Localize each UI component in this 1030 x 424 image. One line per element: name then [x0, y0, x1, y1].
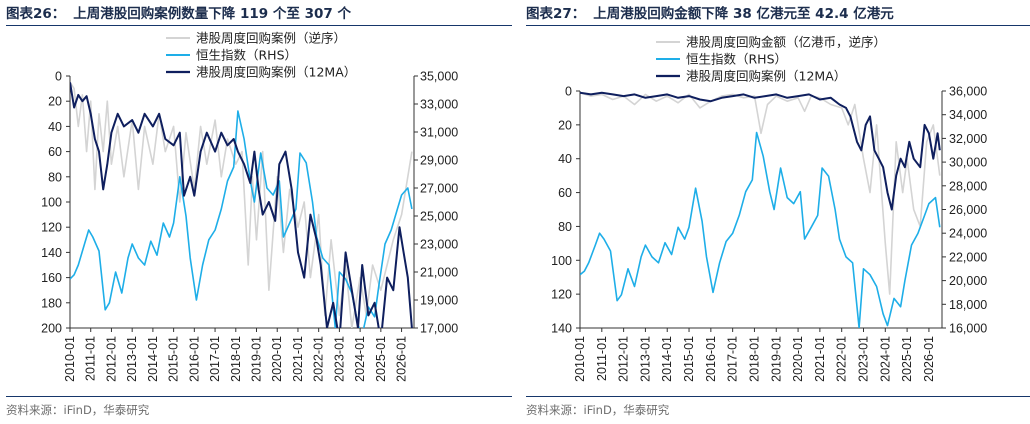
panel-repurchase-amount: 图表27： 上周港股回购金额下降 38 亿港元至 42.4 亿港元 0 20 40 60… [526, 0, 1030, 424]
y-right-tick-label: 23,000 [420, 238, 458, 252]
title-rule [526, 25, 1030, 26]
chart-title: 图表26： 上周港股回购案例数量下降 119 个至 307 个 [6, 6, 351, 22]
x-tick-label: 2022-01 [312, 336, 326, 382]
y-right-tick-label: 22,000 [949, 250, 987, 264]
series-line-3 [580, 91, 941, 211]
x-tick-label: 2012-01 [617, 336, 631, 382]
y-left-tick-label: 0 [565, 85, 572, 99]
legend-entry: 港股周度回购金额（亿港币，逆序） [686, 35, 886, 50]
y-left-tick-label: 20 [48, 95, 62, 109]
y-left-tick-label: 80 [558, 220, 572, 234]
x-tick-label: 2010-01 [573, 336, 587, 382]
series-line-3 [70, 82, 413, 328]
x-tick-label: 2023-01 [332, 336, 346, 382]
x-tick-label: 2013-01 [638, 336, 652, 382]
y-left-tick-label: 140 [551, 322, 572, 336]
y-left-tick-label: 60 [48, 145, 62, 159]
legend-entry: 恒生指数（RHS） [196, 48, 297, 63]
y-right-tick-label: 34,000 [949, 108, 987, 122]
x-tick-label: 2026-01 [395, 336, 409, 382]
legend-entry: 恒生指数（RHS） [686, 52, 787, 67]
x-tick-label: 2014-01 [146, 336, 160, 382]
x-tick-label: 2013-01 [125, 336, 139, 382]
series-line-2 [580, 131, 941, 328]
x-tick-label: 2018-01 [747, 336, 761, 382]
x-tick-label: 2025-01 [374, 336, 388, 382]
chart-title: 图表27： 上周港股回购金额下降 38 亿港元至 42.4 亿港元 [526, 6, 894, 22]
y-right-tick-label: 33,000 [420, 98, 458, 112]
source-note: 资料来源：iFinD，华泰研究 [526, 403, 670, 417]
x-tick-label: 2017-01 [208, 336, 222, 382]
y-left-tick-label: 20 [558, 118, 572, 132]
y-right-tick-label: 27,000 [420, 182, 458, 196]
y-right-tick-label: 19,000 [420, 294, 458, 308]
y-left-tick-label: 200 [41, 322, 62, 336]
x-tick-label: 2024-01 [353, 336, 367, 382]
y-right-tick-label: 26,000 [949, 203, 987, 217]
y-left-tick-label: 0 [55, 70, 62, 84]
x-tick-label: 2010-01 [63, 336, 77, 382]
y-right-tick-label: 31,000 [420, 126, 458, 140]
x-tick-label: 2012-01 [104, 336, 118, 382]
x-tick-label: 2018-01 [229, 336, 243, 382]
series-line-1 [580, 91, 941, 295]
y-left-tick-label: 60 [558, 186, 572, 200]
panel-repurchase-count: 图表26： 上周港股回购案例数量下降 119 个至 307 个 0 20 40 60 80… [6, 0, 512, 424]
x-tick-label: 2021-01 [813, 336, 827, 382]
y-right-tick-label: 32,000 [949, 132, 987, 146]
y-left-tick-label: 120 [551, 288, 572, 302]
y-left-tick-label: 160 [41, 271, 62, 285]
repurchase-count-chart: 0 20 40 60 80 100 120 140 160 180 200 17,000 19,000 2… [41, 31, 458, 382]
x-tick-label: 2020-01 [791, 336, 805, 382]
y-right-tick-label: 17,000 [420, 322, 458, 336]
x-tick-label: 2015-01 [167, 336, 181, 382]
y-right-tick-label: 28,000 [949, 179, 987, 193]
source-rule [6, 396, 512, 397]
series-line-1 [70, 81, 413, 328]
x-tick-label: 2015-01 [682, 336, 696, 382]
legend-entry: 港股周度回购案例（12MA） [686, 69, 846, 84]
y-left-tick-label: 40 [48, 120, 62, 134]
y-right-tick-label: 20,000 [949, 274, 987, 288]
x-tick-label: 2016-01 [704, 336, 718, 382]
source-rule [526, 396, 1030, 397]
x-tick-label: 2025-01 [900, 336, 914, 382]
y-left-tick-label: 100 [41, 196, 62, 210]
y-right-tick-label: 21,000 [420, 266, 458, 280]
legend-entry: 港股周度回购案例（逆序） [196, 31, 346, 46]
x-tick-label: 2019-01 [250, 336, 264, 382]
series-group [580, 91, 941, 328]
y-right-tick-label: 25,000 [420, 210, 458, 224]
x-tick-label: 2021-01 [291, 336, 305, 382]
y-left-tick-label: 120 [41, 221, 62, 235]
series-group [70, 81, 413, 328]
legend-entry: 港股周度回购案例（12MA） [196, 65, 356, 80]
x-tick-label: 2017-01 [726, 336, 740, 382]
y-left-tick-label: 80 [48, 170, 62, 184]
title-rule [6, 25, 512, 26]
x-tick-label: 2020-01 [270, 336, 284, 382]
repurchase-amount-chart: 0 20 40 60 80 100 120 140 16,000 18,000 20,000 22,0… [551, 35, 987, 382]
y-left-tick-label: 40 [558, 152, 572, 166]
x-tick-label: 2023-01 [856, 336, 870, 382]
y-right-tick-label: 30,000 [949, 156, 987, 170]
y-right-tick-label: 35,000 [420, 70, 458, 84]
y-right-tick-label: 24,000 [949, 227, 987, 241]
x-tick-label: 2011-01 [84, 336, 98, 381]
x-tick-label: 2026-01 [922, 336, 936, 382]
x-tick-label: 2014-01 [660, 336, 674, 382]
y-right-tick-label: 16,000 [949, 322, 987, 336]
y-left-tick-label: 100 [551, 254, 572, 268]
x-tick-label: 2011-01 [595, 336, 609, 381]
y-right-tick-label: 18,000 [949, 298, 987, 312]
y-left-tick-label: 180 [41, 296, 62, 310]
x-tick-label: 2016-01 [187, 336, 201, 382]
source-note: 资料来源：iFinD，华泰研究 [6, 403, 150, 417]
x-tick-label: 2022-01 [835, 336, 849, 382]
y-left-tick-label: 140 [41, 246, 62, 260]
y-right-tick-label: 36,000 [949, 85, 987, 99]
y-right-tick-label: 29,000 [420, 154, 458, 168]
x-tick-label: 2019-01 [769, 336, 783, 382]
x-tick-label: 2024-01 [878, 336, 892, 382]
